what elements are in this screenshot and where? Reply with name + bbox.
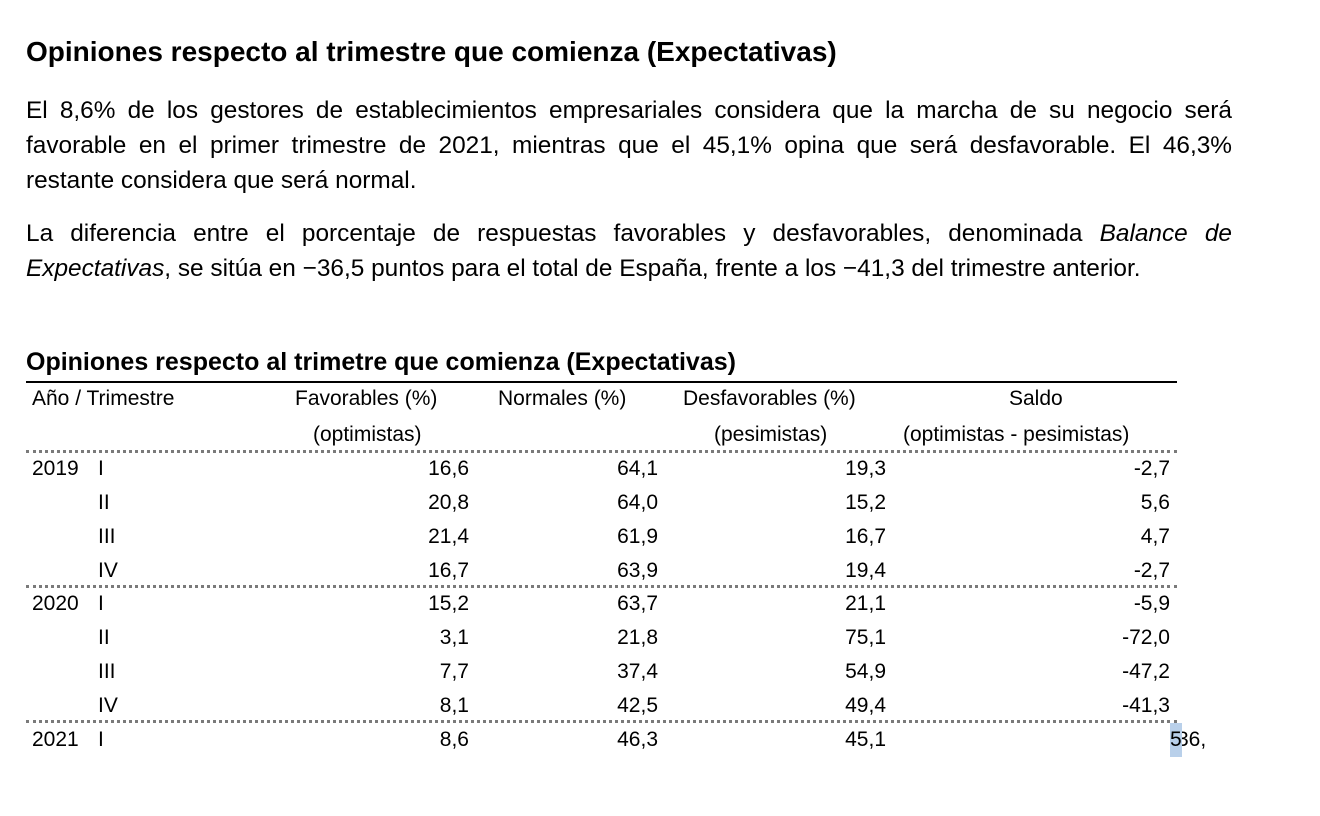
year-separator xyxy=(26,720,1177,723)
header-desfavorables: Desfavorables (%) xyxy=(683,387,856,410)
cell-normales: 37,4 xyxy=(617,660,658,683)
table-row: II 20,8 64,0 15,2 5,6 xyxy=(0,486,1320,520)
cell-quarter: I xyxy=(98,457,104,480)
cell-desfavorables: 19,3 xyxy=(845,457,886,480)
cell-quarter: III xyxy=(98,660,116,683)
cell-year: 2019 xyxy=(32,457,79,480)
cell-desfavorables: 19,4 xyxy=(845,559,886,582)
cell-saldo: -72,0 xyxy=(1122,626,1170,649)
paragraph-2: La diferencia entre el porcentaje de res… xyxy=(26,216,1232,286)
cell-desfavorables: 15,2 xyxy=(845,491,886,514)
cell-saldo: 5,6 xyxy=(1140,491,1170,514)
cell-normales: 64,1 xyxy=(617,457,658,480)
cell-normales: 64,0 xyxy=(617,491,658,514)
table-top-rule xyxy=(26,381,1177,383)
balance-term: Balance de Expectativas xyxy=(26,220,1232,282)
cell-favorables: 3,1 xyxy=(439,626,469,649)
cell-normales: 61,9 xyxy=(617,525,658,548)
paragraph-2-text-b: , se sitúa en −36,5 puntos para el total… xyxy=(164,255,1141,282)
cell-quarter: II xyxy=(98,491,110,514)
text-selection[interactable]: 5 xyxy=(1170,723,1182,757)
paragraph-1: El 8,6% de los gestores de establecimien… xyxy=(26,97,1232,194)
header-desfavorables-sub: (pesimistas) xyxy=(714,423,828,446)
cell-favorables: 7,7 xyxy=(439,660,469,683)
cell-favorables: 16,7 xyxy=(428,559,469,582)
cell-normales: 42,5 xyxy=(617,694,658,717)
cell-favorables: 8,6 xyxy=(439,728,469,751)
header-favorables: Favorables (%) xyxy=(295,387,438,410)
cell-quarter: IV xyxy=(98,694,118,717)
cell-quarter: III xyxy=(98,525,116,548)
table-row: II 3,1 21,8 75,1 -72,0 xyxy=(0,621,1320,655)
cell-saldo: -2,7 xyxy=(1133,559,1170,582)
header-favorables-sub: (optimistas) xyxy=(313,423,422,446)
cell-favorables: 16,6 xyxy=(428,457,469,480)
cell-normales: 21,8 xyxy=(617,626,658,649)
cell-quarter: I xyxy=(98,592,104,615)
cell-saldo: -2,7 xyxy=(1133,457,1170,480)
cell-normales: 63,9 xyxy=(617,559,658,582)
cell-quarter: I xyxy=(98,728,104,751)
cell-desfavorables: 75,1 xyxy=(845,626,886,649)
cell-year: 2021 xyxy=(32,728,79,751)
header-normales: Normales (%) xyxy=(498,387,627,410)
header-saldo: Saldo xyxy=(1009,387,1063,410)
header-separator xyxy=(26,450,1177,453)
year-separator xyxy=(26,585,1177,588)
table-row: 2019 I 16,6 64,1 19,3 -2,7 xyxy=(0,452,1320,486)
table-row: IV 16,7 63,9 19,4 -2,7 xyxy=(0,554,1320,588)
cell-saldo: -47,2 xyxy=(1122,660,1170,683)
cell-saldo: -41,3 xyxy=(1122,694,1170,717)
cell-quarter: IV xyxy=(98,559,118,582)
cell-desfavorables: 16,7 xyxy=(845,525,886,548)
section-heading: Opiniones respecto al trimestre que comi… xyxy=(26,36,837,67)
cell-saldo: -5,9 xyxy=(1133,592,1170,615)
cell-year: 2020 xyxy=(32,592,79,615)
cell-favorables: 8,1 xyxy=(439,694,469,717)
cell-saldo: 4,7 xyxy=(1140,525,1170,548)
cell-desfavorables: 49,4 xyxy=(845,694,886,717)
header-period: Año / Trimestre xyxy=(32,387,175,410)
table-row: III 21,4 61,9 16,7 4,7 xyxy=(0,520,1320,554)
paragraph-2-text-a: La diferencia entre el porcentaje de res… xyxy=(26,220,1100,247)
table-row: 2021 I 8,6 46,3 45,1 -36, 5 xyxy=(0,723,1320,757)
cell-favorables: 20,8 xyxy=(428,491,469,514)
table-row: IV 8,1 42,5 49,4 -41,3 xyxy=(0,689,1320,723)
cell-desfavorables: 45,1 xyxy=(845,728,886,751)
table-row: III 7,7 37,4 54,9 -47,2 xyxy=(0,655,1320,689)
cell-favorables: 15,2 xyxy=(428,592,469,615)
cell-normales: 46,3 xyxy=(617,728,658,751)
header-saldo-sub: (optimistas - pesimistas) xyxy=(903,423,1130,446)
cell-desfavorables: 54,9 xyxy=(845,660,886,683)
table-row: 2020 I 15,2 63,7 21,1 -5,9 xyxy=(0,587,1320,621)
cell-normales: 63,7 xyxy=(617,592,658,615)
cell-quarter: II xyxy=(98,626,110,649)
table-title: Opiniones respecto al trimetre que comie… xyxy=(26,348,736,376)
cell-favorables: 21,4 xyxy=(428,525,469,548)
cell-desfavorables: 21,1 xyxy=(845,592,886,615)
